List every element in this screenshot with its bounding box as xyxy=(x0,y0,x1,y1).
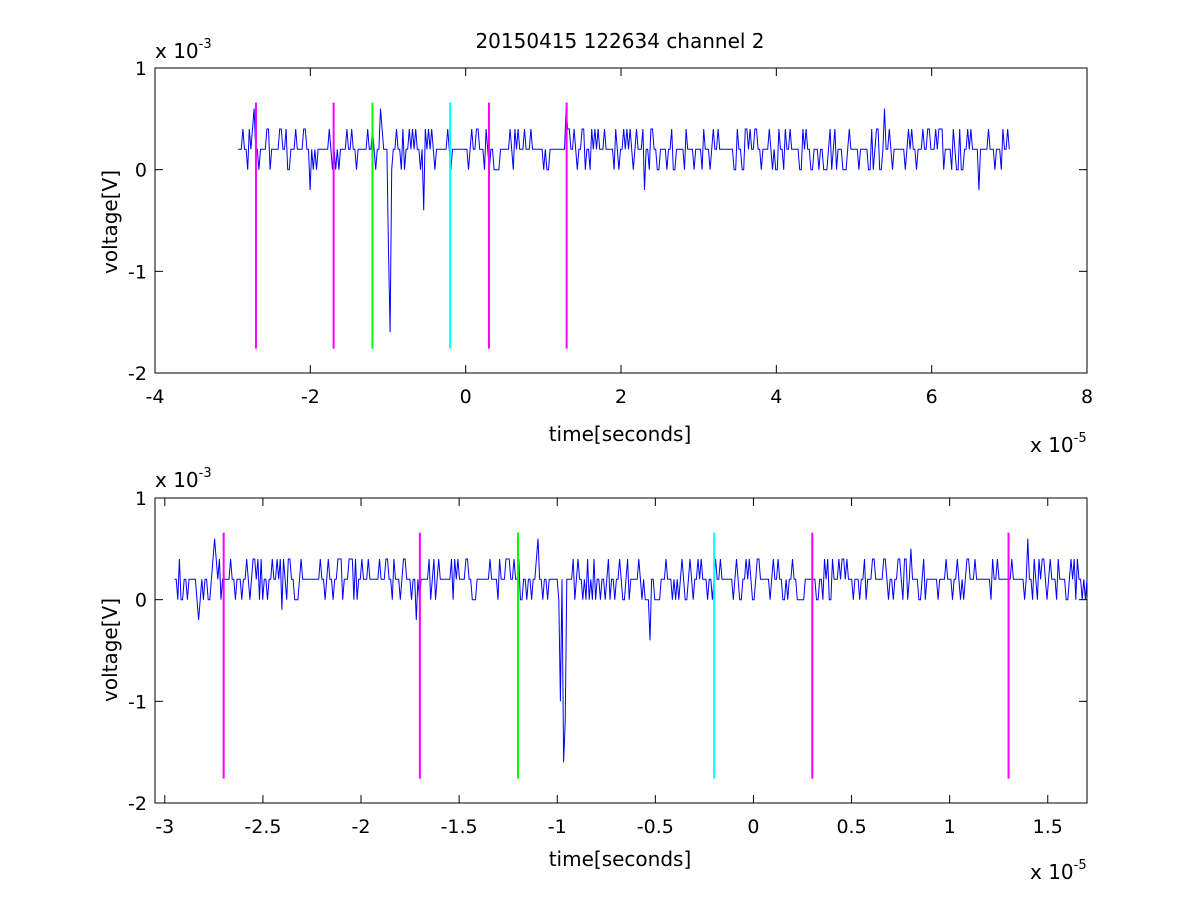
figure-title: 20150415 122634 channel 2 xyxy=(475,29,764,53)
bottom-x-tick-label: 0 xyxy=(747,816,759,838)
top-x-axis-label: time[seconds] xyxy=(549,422,692,446)
top-x-multiplier-base: x 10 xyxy=(1030,433,1074,457)
bottom-x-tick-label: -1 xyxy=(548,816,567,838)
bottom-y-multiplier: x 10-3 xyxy=(155,466,212,492)
top-signal-line xyxy=(238,108,1010,333)
bottom-signal-line xyxy=(174,538,1088,763)
bottom-x-tick-label: -3 xyxy=(155,816,174,838)
top-x-tick-label: 2 xyxy=(615,386,627,408)
bottom-y-tick-label: 1 xyxy=(135,488,147,510)
top-x-tick-label: -4 xyxy=(146,386,165,408)
bottom-x-tick-label: 1.5 xyxy=(1033,816,1063,838)
bottom-x-tick-label: -1.5 xyxy=(441,816,478,838)
bottom-x-tick-label: -2.5 xyxy=(244,816,281,838)
bottom-x-multiplier-base: x 10 xyxy=(1030,860,1074,884)
top-y-tick-label: -2 xyxy=(128,363,147,385)
top-y-axis-label: voltage[V] xyxy=(98,170,122,274)
top-x-tick-label: 6 xyxy=(926,386,938,408)
top-x-multiplier-exp: -5 xyxy=(1074,431,1087,446)
bottom-markers xyxy=(222,532,1010,779)
bottom-y-tick-label: -2 xyxy=(128,793,147,815)
top-x-tick-label: 4 xyxy=(770,386,782,408)
bottom-x-tick-label: 1 xyxy=(944,816,956,838)
top-x-tick-label: -2 xyxy=(301,386,320,408)
bottom-x-tick-label: -0.5 xyxy=(637,816,674,838)
top-y-tick-label: 1 xyxy=(135,58,147,80)
bottom-y-tick-label: -1 xyxy=(128,691,147,713)
top-subplot: -4 -2 0 2 4 6 8-2-101 time[seconds] voltage[V]… xyxy=(98,37,1093,457)
bottom-x-tick-label: 0.5 xyxy=(836,816,866,838)
top-x-tick-label: 8 xyxy=(1081,386,1093,408)
top-x-tick-label: 0 xyxy=(460,386,472,408)
bottom-x-multiplier: x 10-5 xyxy=(1030,858,1087,884)
bottom-y-multiplier-exp: -3 xyxy=(199,466,212,481)
top-y-tick-label: 0 xyxy=(135,160,147,182)
bottom-x-axis-label: time[seconds] xyxy=(549,847,692,871)
top-series xyxy=(238,108,1010,333)
top-y-tick-label: -1 xyxy=(128,261,147,283)
bottom-x-tick-label: -2 xyxy=(352,816,371,838)
top-y-multiplier-exp: -3 xyxy=(199,37,212,52)
top-ticks: -4 -2 0 2 4 6 8-2-101 xyxy=(128,58,1093,408)
top-markers xyxy=(254,102,568,349)
bottom-y-tick-label: 0 xyxy=(135,590,147,612)
bottom-ticks: -3 -2.5 -2 -1.5 -1 -0.5 0 0.5 1 1.5 -2 -1 0 1 xyxy=(128,488,1087,838)
bottom-y-axis-label: voltage[V] xyxy=(98,598,122,702)
bottom-subplot: -3 -2.5 -2 -1.5 -1 -0.5 0 0.5 1 1.5 -2 -1 0 1 time[se… xyxy=(98,466,1088,884)
bottom-plot-frame xyxy=(154,497,1088,804)
bottom-series xyxy=(174,538,1088,763)
bottom-y-multiplier-base: x 10 xyxy=(155,468,199,492)
top-y-multiplier-base: x 10 xyxy=(155,39,199,63)
bottom-x-multiplier-exp: -5 xyxy=(1074,858,1087,873)
top-y-multiplier: x 10-3 xyxy=(155,37,212,63)
top-x-multiplier: x 10-5 xyxy=(1030,431,1087,457)
